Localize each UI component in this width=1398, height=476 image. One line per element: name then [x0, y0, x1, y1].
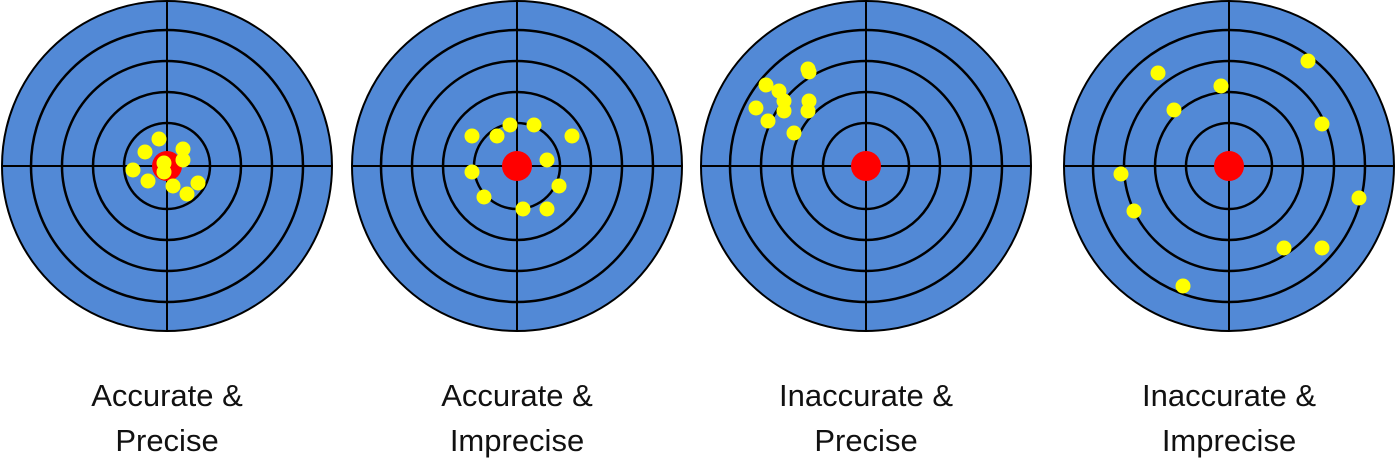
caption-accurate-imprecise: Accurate & Imprecise [387, 373, 647, 463]
target-1 [1, 0, 333, 332]
hit-mark [526, 117, 542, 133]
target-2 [351, 0, 683, 332]
caption-line-1: Inaccurate & [778, 378, 954, 413]
hit-mark [175, 141, 191, 157]
hit-mark [748, 100, 764, 116]
hit-mark [1351, 190, 1367, 206]
hit-mark [1276, 240, 1292, 256]
hit-mark [551, 178, 567, 194]
caption-line-2: Imprecise [1161, 423, 1297, 458]
hit-mark [1150, 65, 1166, 81]
target-4 [1063, 0, 1395, 332]
hit-mark [190, 175, 206, 191]
hit-mark [156, 164, 172, 180]
hit-mark [1166, 102, 1182, 118]
caption-line-1: Accurate & [91, 378, 243, 413]
hit-mark [476, 189, 492, 205]
hit-mark [758, 77, 774, 93]
hit-mark [539, 201, 555, 217]
hit-mark [1113, 166, 1129, 182]
hit-mark [760, 113, 776, 129]
bullseye [502, 151, 532, 181]
hit-mark [800, 103, 816, 119]
hit-mark [1213, 78, 1229, 94]
hit-mark [1126, 203, 1142, 219]
target-3 [700, 0, 1032, 332]
hit-mark [539, 152, 555, 168]
hit-mark [137, 144, 153, 160]
hit-mark [165, 178, 181, 194]
bullseye [1214, 151, 1244, 181]
hit-mark [179, 186, 195, 202]
caption-inaccurate-precise: Inaccurate & Precise [736, 373, 996, 463]
caption-inaccurate-imprecise: Inaccurate & Imprecise [1099, 373, 1359, 463]
bullseye [851, 151, 881, 181]
hit-mark [515, 201, 531, 217]
caption-line-1: Inaccurate & [1141, 378, 1317, 413]
caption-line-2: Precise [115, 423, 219, 458]
hit-mark [1314, 116, 1330, 132]
hit-mark [151, 131, 167, 147]
hit-mark [489, 128, 505, 144]
hit-mark [125, 162, 141, 178]
hit-mark [464, 128, 480, 144]
hit-mark [175, 152, 191, 168]
caption-line-1: Accurate & [441, 378, 593, 413]
hit-mark [140, 173, 156, 189]
hit-mark [564, 128, 580, 144]
hit-mark [776, 103, 792, 119]
caption-accurate-precise: Accurate & Precise [37, 373, 297, 463]
hit-mark [786, 125, 802, 141]
hit-mark [1175, 278, 1191, 294]
caption-line-2: Imprecise [449, 423, 585, 458]
hit-mark [1314, 240, 1330, 256]
hit-mark [800, 61, 816, 77]
caption-line-2: Precise [814, 423, 918, 458]
hit-mark [502, 117, 518, 133]
hit-mark [1300, 53, 1316, 69]
hit-mark [464, 164, 480, 180]
